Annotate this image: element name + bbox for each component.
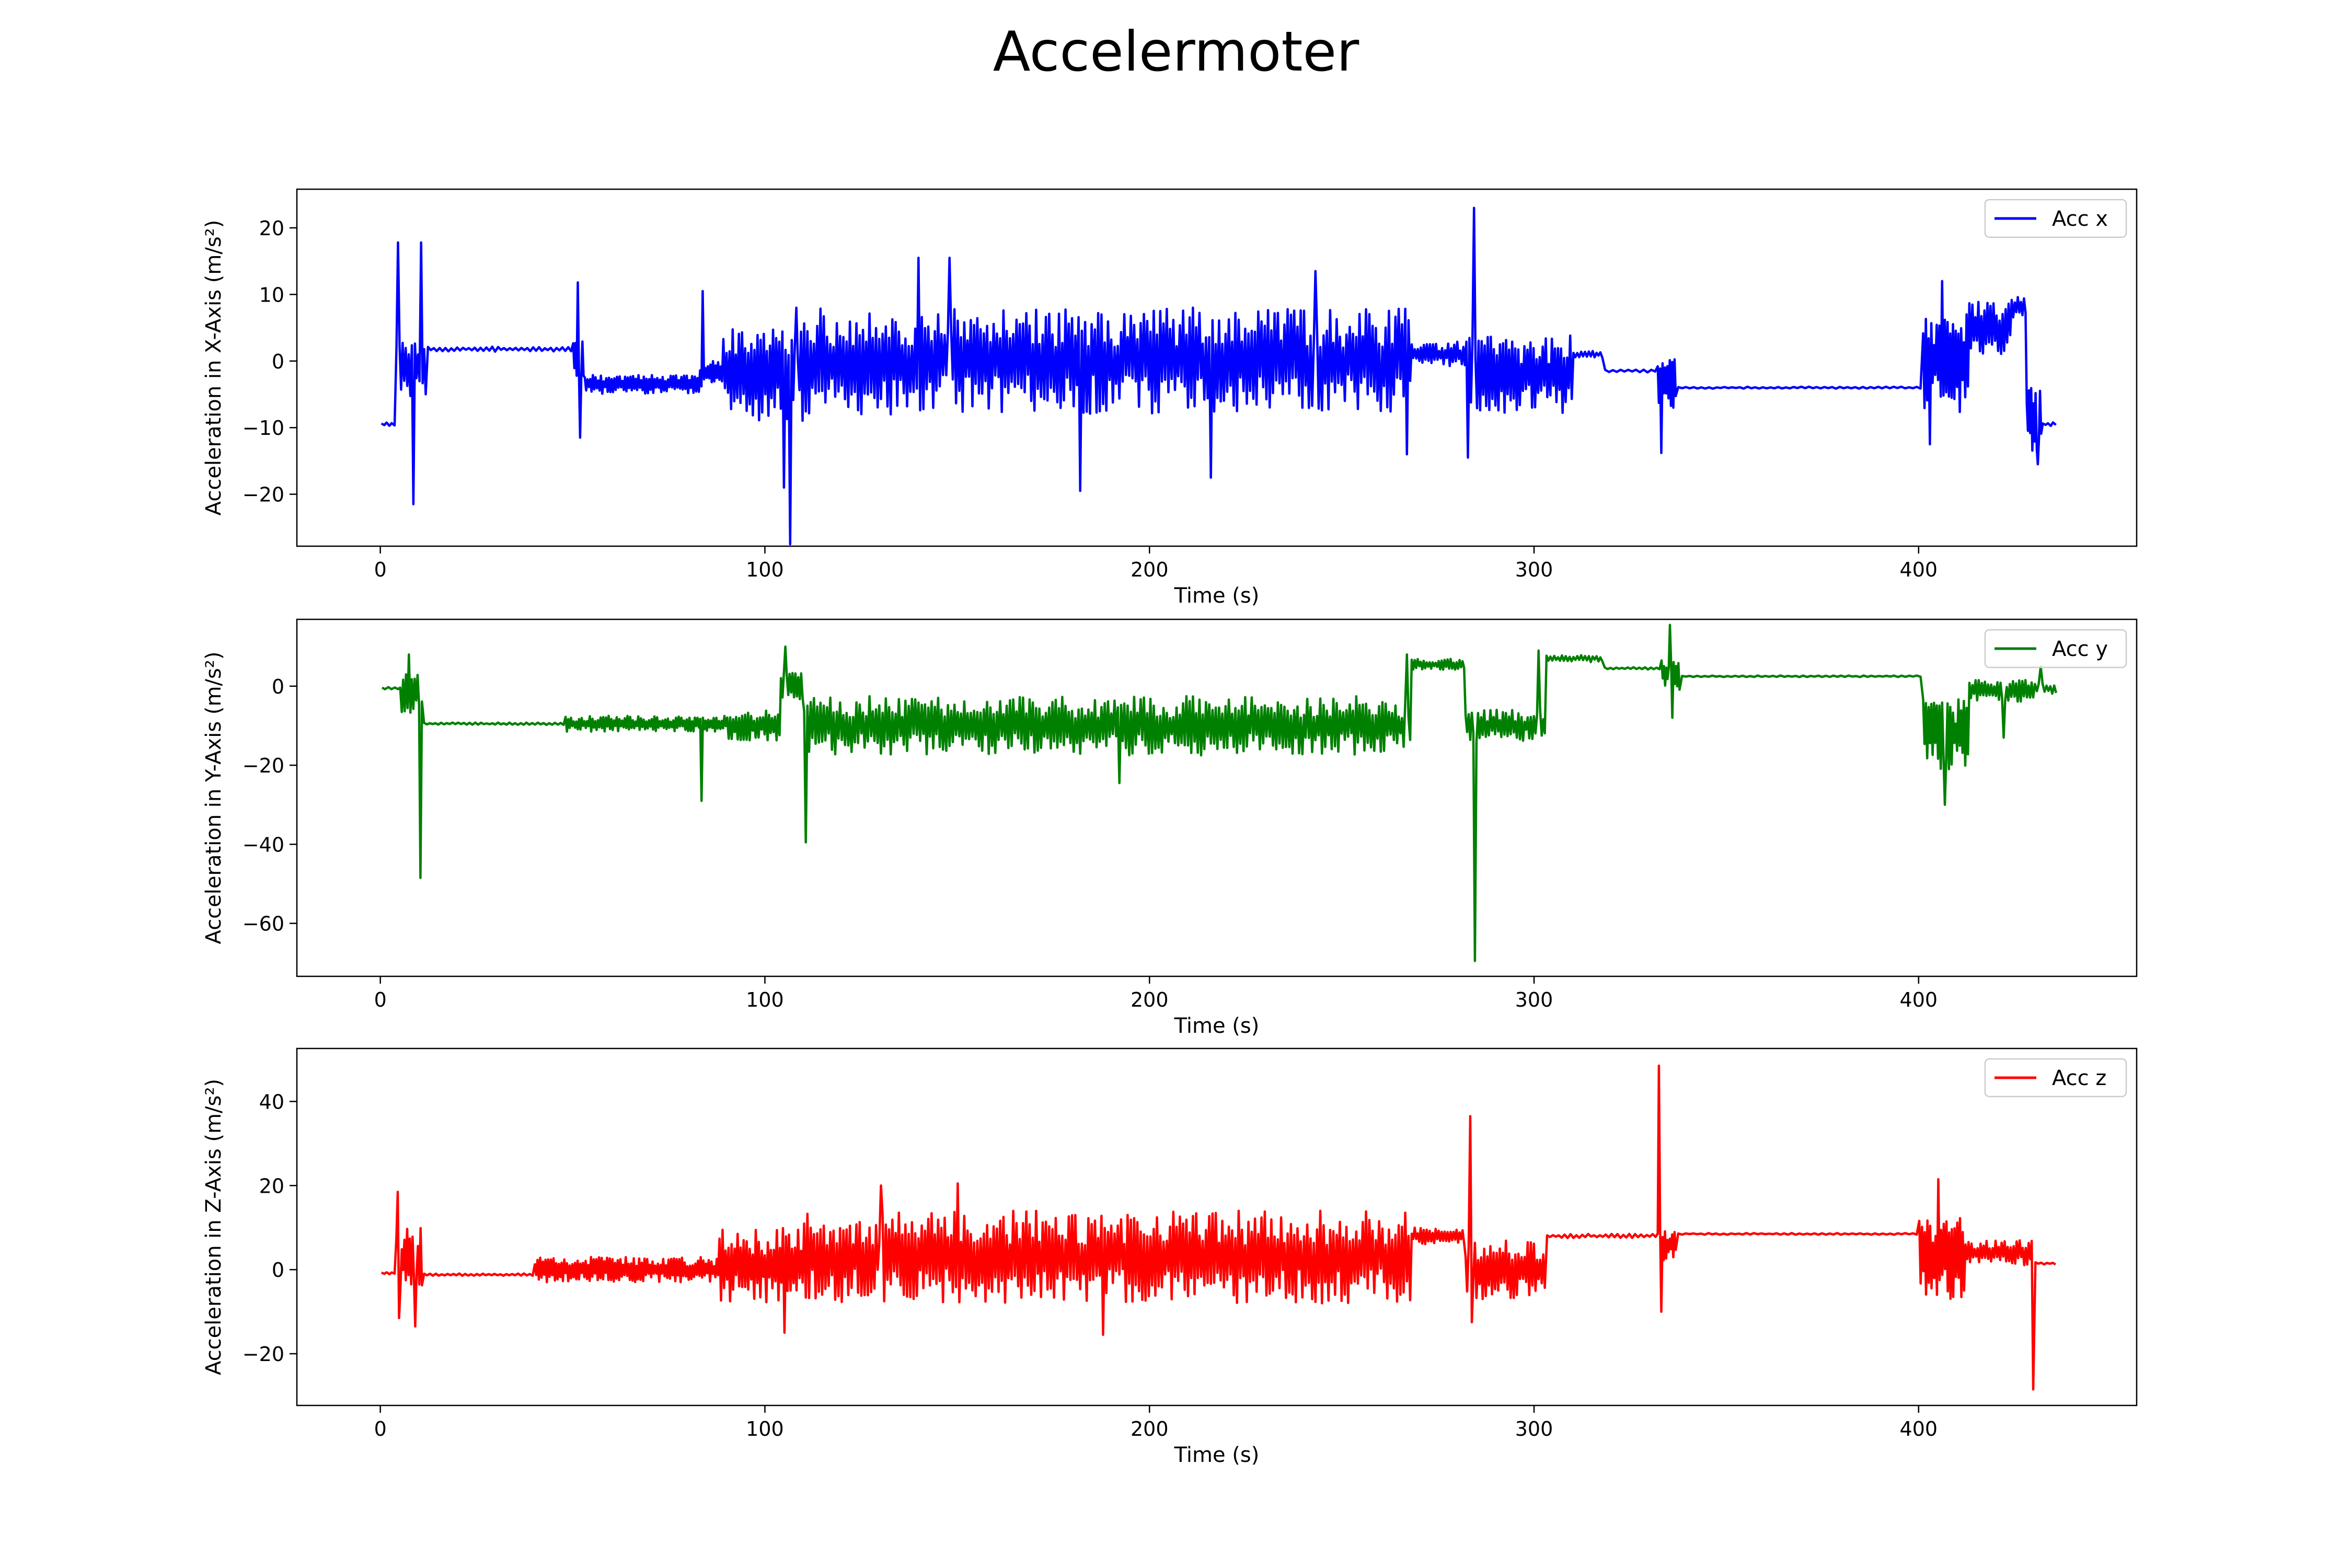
x-tick-label: 0 bbox=[374, 988, 387, 1011]
y-tick-label: −20 bbox=[243, 483, 284, 506]
figure-title: Accelermoter bbox=[993, 20, 1359, 84]
legend-label: Acc y bbox=[2052, 637, 2108, 661]
x-tick-label: 300 bbox=[1515, 1417, 1553, 1440]
axes-frame bbox=[296, 618, 2138, 977]
x-tick-label: 100 bbox=[746, 988, 784, 1011]
y-tick-label: 20 bbox=[259, 1174, 284, 1197]
legend: Acc x bbox=[1984, 199, 2127, 238]
series-line-acc-z bbox=[381, 1064, 2056, 1391]
legend-label: Acc x bbox=[2052, 207, 2108, 231]
x-tick-label: 400 bbox=[1900, 558, 1938, 581]
y-tick-label: −10 bbox=[243, 417, 284, 440]
y-axis-label: Acceleration in Z-Axis (m/s²) bbox=[202, 1079, 226, 1375]
legend: Acc z bbox=[1984, 1058, 2127, 1098]
legend-box bbox=[1984, 1058, 2127, 1098]
legend-box bbox=[1984, 199, 2127, 238]
x-axis-label: Time (s) bbox=[1174, 1443, 1260, 1467]
x-tick-label: 100 bbox=[746, 558, 784, 581]
x-tick-label: 0 bbox=[374, 558, 387, 581]
y-axis-label: Acceleration in X-Axis (m/s²) bbox=[202, 220, 226, 516]
y-tick-label: 40 bbox=[259, 1090, 284, 1113]
x-tick-label: 100 bbox=[746, 1417, 784, 1440]
x-tick-label: 400 bbox=[1900, 1417, 1938, 1440]
y-tick-label: 10 bbox=[259, 283, 284, 306]
x-tick-label: 300 bbox=[1515, 558, 1553, 581]
axes-frame bbox=[296, 1047, 2138, 1406]
x-axis-label: Time (s) bbox=[1174, 1014, 1260, 1038]
series-line-acc-y bbox=[381, 624, 2058, 962]
legend: Acc y bbox=[1984, 629, 2127, 668]
x-tick-label: 200 bbox=[1131, 988, 1169, 1011]
x-tick-label: 400 bbox=[1900, 988, 1938, 1011]
y-tick-label: 0 bbox=[272, 350, 284, 373]
series-line-acc-x bbox=[381, 206, 2057, 546]
y-tick-label: 20 bbox=[259, 217, 284, 240]
y-tick-label: 0 bbox=[272, 675, 284, 698]
y-tick-label: −20 bbox=[243, 754, 284, 777]
y-tick-label: −20 bbox=[243, 1343, 284, 1366]
x-axis-label: Time (s) bbox=[1174, 584, 1260, 608]
x-tick-label: 300 bbox=[1515, 988, 1553, 1011]
axes-frame bbox=[296, 188, 2138, 547]
legend-label: Acc z bbox=[2052, 1066, 2106, 1090]
y-tick-label: 0 bbox=[272, 1259, 284, 1282]
y-tick-label: −60 bbox=[243, 913, 284, 936]
legend-box bbox=[1984, 629, 2127, 668]
y-axis-label: Acceleration in Y-Axis (m/s²) bbox=[202, 652, 226, 944]
x-tick-label: 0 bbox=[374, 1417, 387, 1440]
subplot-1: 0 100 200 300 400 −20 −10 0 10 20 Time (s) Accelera… bbox=[202, 188, 2138, 608]
y-tick-label: −40 bbox=[243, 833, 284, 856]
x-tick-label: 200 bbox=[1131, 558, 1169, 581]
x-tick-label: 200 bbox=[1131, 1417, 1169, 1440]
subplot-3: 0 100 200 300 400 −20 0 20 40 Time (s) Acceleratio… bbox=[202, 1047, 2138, 1467]
subplot-2: 0 100 200 300 400 −60 −40 −20 0 Time (s) Accelerat… bbox=[202, 618, 2138, 1038]
